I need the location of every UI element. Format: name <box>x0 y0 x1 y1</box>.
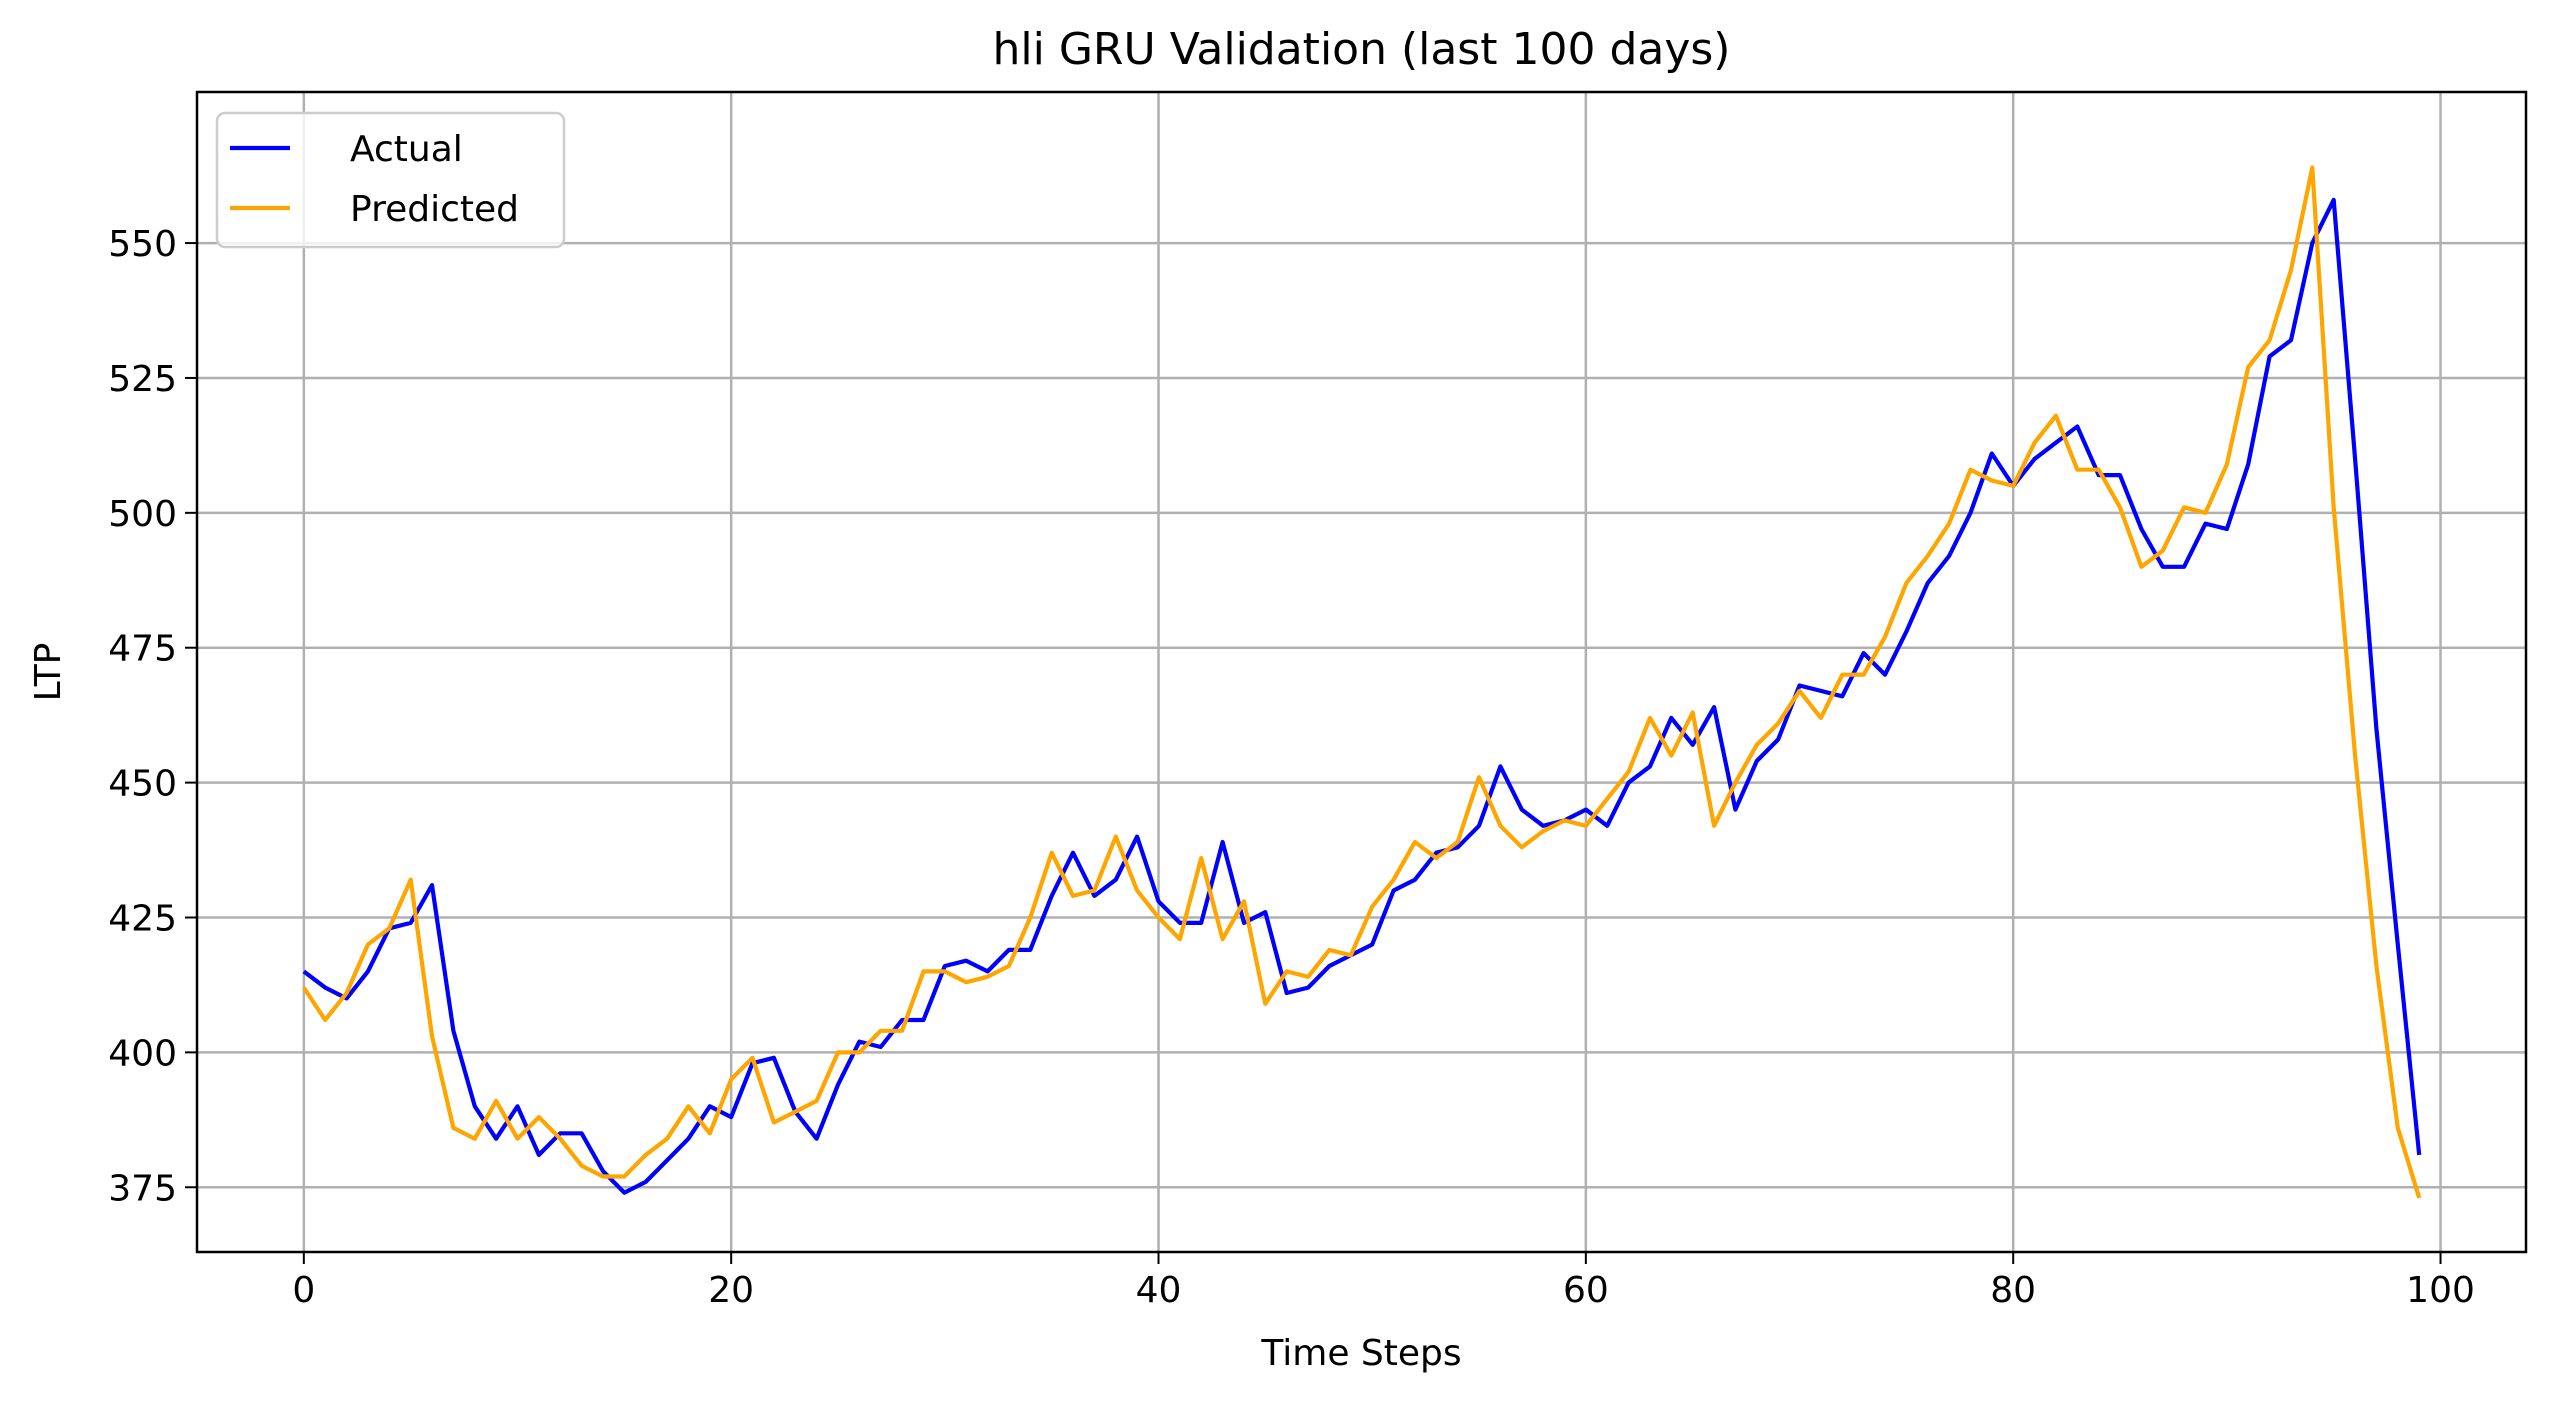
chart-title: hli GRU Validation (last 100 days) <box>993 24 1731 75</box>
y-tick-label: 525 <box>108 359 177 400</box>
y-axis-label: LTP <box>28 643 69 702</box>
x-tick-label: 60 <box>1563 1270 1609 1311</box>
y-tick-label: 550 <box>108 224 177 265</box>
series-line-predicted <box>302 165 2422 1199</box>
x-tick-label: 100 <box>2406 1270 2475 1311</box>
y-tick-label: 375 <box>108 1168 177 1209</box>
grid <box>197 92 2526 1252</box>
series-line-actual <box>302 197 2422 1195</box>
y-tick-label: 425 <box>108 898 177 939</box>
x-tick-label: 20 <box>708 1270 754 1311</box>
plot-frame <box>195 90 2528 1254</box>
series <box>302 165 2422 1199</box>
x-axis-label: Time Steps <box>1260 1333 1461 1374</box>
legend: Actual Predicted <box>215 111 566 249</box>
x-tick-label: 80 <box>1990 1270 2036 1311</box>
y-tick-label: 450 <box>108 764 177 805</box>
legend-label-predicted: Predicted <box>350 189 519 230</box>
legend-box <box>215 111 566 249</box>
x-tick-label: 0 <box>292 1270 315 1311</box>
legend-label-actual: Actual <box>350 129 463 170</box>
axis-ticks: 0 20 40 60 80 100 375 400 425 450 475 500 525 550 <box>108 224 2475 1311</box>
x-tick-label: 40 <box>1136 1270 1182 1311</box>
y-tick-label: 475 <box>108 629 177 670</box>
y-tick-label: 500 <box>108 494 177 535</box>
y-tick-label: 400 <box>108 1033 177 1074</box>
